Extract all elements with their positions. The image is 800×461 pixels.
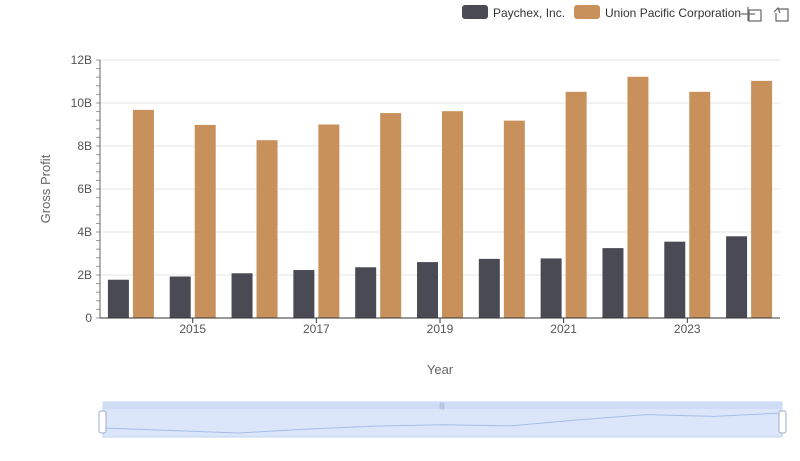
x-tick-labels: 2015 2017 2019 2021 2023 (179, 318, 701, 336)
zoom-top-bar[interactable] (103, 402, 782, 409)
bar-union-pacific-corporation-2015[interactable] (194, 124, 216, 319)
legend: Paychex, Inc. Union Pacific Corporation (462, 5, 741, 20)
bar-union-pacific-corporation-2020[interactable] (503, 120, 525, 318)
zoom-handle-left[interactable] (98, 410, 107, 434)
zoom-preview-line (102, 412, 783, 434)
bar-union-pacific-corporation-2016[interactable] (256, 140, 278, 318)
bar-union-pacific-corporation-2014[interactable] (132, 109, 154, 318)
legend-label-union-pacific: Union Pacific Corporation (605, 6, 741, 20)
bar-paychex-inc-2015[interactable] (169, 276, 191, 318)
legend-swatch-union-pacific (574, 5, 600, 19)
bar-paychex-inc-2017[interactable] (293, 270, 315, 318)
zoom-handle-right[interactable] (778, 410, 787, 434)
y-axis-title: Gross Profit (38, 154, 53, 223)
legend-item-paychex[interactable]: Paychex, Inc. (462, 5, 565, 20)
bar-paychex-inc-2019[interactable] (417, 262, 438, 318)
x-tick-label: 2023 (674, 322, 701, 336)
y-minor-ticks (96, 59, 100, 319)
bar-union-pacific-corporation-2018[interactable] (380, 113, 402, 318)
bar-paychex-inc-2022[interactable] (602, 248, 624, 318)
bar-paychex-inc-2016[interactable] (231, 273, 253, 318)
bar-paychex-inc-2023[interactable] (664, 241, 686, 318)
y-tick-label: 10B (71, 96, 92, 110)
x-tick-label: 2021 (550, 322, 577, 336)
bar-union-pacific-corporation-2021[interactable] (565, 91, 587, 318)
bar-paychex-inc-2014[interactable] (107, 279, 129, 318)
restore-icon[interactable] (773, 6, 789, 22)
bar-paychex-inc-2020[interactable] (478, 258, 500, 318)
zoom-slider[interactable]: ||| (98, 401, 787, 438)
bar-paychex-inc-2021[interactable] (540, 258, 562, 318)
legend-item-union-pacific[interactable]: Union Pacific Corporation (574, 5, 741, 20)
y-tick-label: 4B (77, 225, 92, 239)
y-tick-label: 6B (77, 182, 92, 196)
bar-union-pacific-corporation-2024[interactable] (751, 80, 773, 318)
x-tick-label: 2017 (303, 322, 330, 336)
y-tick-label: 0 (85, 311, 92, 325)
bar-union-pacific-corporation-2017[interactable] (318, 124, 340, 319)
zoom-grip-icon: ||| (439, 403, 445, 410)
y-tick-label: 12B (71, 53, 92, 67)
crosshair-icon[interactable] (741, 7, 762, 22)
x-tick-label: 2015 (179, 322, 206, 336)
x-axis-title: Year (427, 362, 454, 377)
y-tick-label: 2B (77, 268, 92, 282)
bar-union-pacific-corporation-2023[interactable] (689, 91, 711, 318)
y-tick-labels: 0 2B 4B 6B 8B 10B 12B (71, 53, 93, 325)
bar-paychex-inc-2024[interactable] (726, 236, 748, 318)
bars (107, 76, 773, 319)
legend-label-paychex: Paychex, Inc. (493, 6, 565, 20)
legend-swatch-paychex (462, 5, 488, 19)
bar-union-pacific-corporation-2022[interactable] (627, 76, 649, 319)
x-tick-label: 2019 (427, 322, 454, 336)
bar-union-pacific-corporation-2019[interactable] (442, 111, 463, 318)
y-tick-label: 8B (77, 139, 92, 153)
bar-paychex-inc-2018[interactable] (355, 267, 377, 318)
